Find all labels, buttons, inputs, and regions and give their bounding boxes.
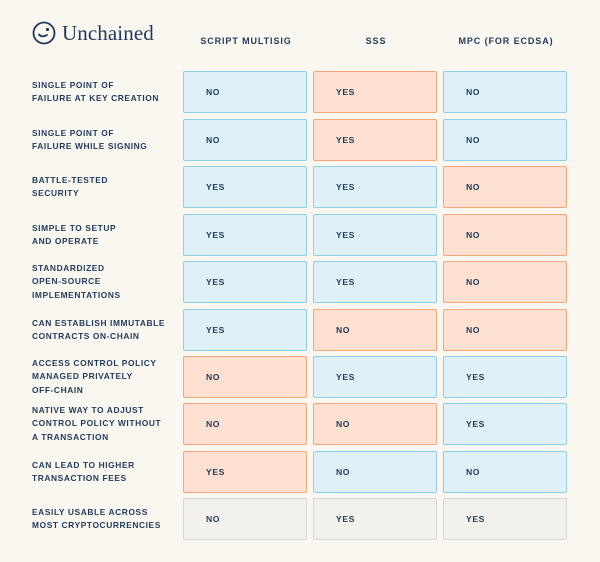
cell-value: NO xyxy=(206,514,221,524)
row-label: BATTLE-TESTED SECURITY xyxy=(32,174,109,199)
comparison-cell: YES xyxy=(313,498,437,540)
comparison-cell: YES xyxy=(183,451,307,493)
cell-value: YES xyxy=(206,467,225,477)
comparison-cell: YES xyxy=(183,309,307,351)
row-label: STANDARDIZED OPEN-SOURCE IMPLEMENTATIONS xyxy=(32,262,121,300)
cell-value: NO xyxy=(336,325,351,335)
comparison-cell: NO xyxy=(443,261,567,303)
comparison-cell: NO xyxy=(183,71,307,113)
row-label: ACCESS CONTROL POLICY MANAGED PRIVATELY … xyxy=(32,357,157,395)
column-header-mpc: MPC (FOR ECDSA) xyxy=(458,36,554,46)
cell-value: YES xyxy=(466,514,485,524)
cell-value: NO xyxy=(466,135,481,145)
cell-value: NO xyxy=(206,135,221,145)
cell-value: YES xyxy=(466,419,485,429)
comparison-cell: NO xyxy=(313,451,437,493)
comparison-cell: YES xyxy=(443,356,567,398)
cell-value: YES xyxy=(206,182,225,192)
cell-value: NO xyxy=(206,419,221,429)
cell-value: NO xyxy=(206,372,221,382)
unchained-logo-icon xyxy=(32,21,56,45)
cell-value: YES xyxy=(336,372,355,382)
comparison-cell: YES xyxy=(313,261,437,303)
unchained-logo: Unchained xyxy=(32,20,154,46)
cell-value: NO xyxy=(466,230,481,240)
column-header-script-multisig: SCRIPT MULTISIG xyxy=(200,36,292,46)
row-label: SINGLE POINT OF FAILURE WHILE SIGNING xyxy=(32,127,148,152)
comparison-cell: NO xyxy=(183,356,307,398)
comparison-cell: YES xyxy=(313,356,437,398)
cell-value: YES xyxy=(206,230,225,240)
comparison-cell: NO xyxy=(443,166,567,208)
row-label: EASILY USABLE ACROSS MOST CRYPTOCURRENCI… xyxy=(32,506,161,531)
cell-value: YES xyxy=(466,372,485,382)
cell-value: YES xyxy=(336,87,355,97)
comparison-cell: NO xyxy=(443,214,567,256)
cell-value: NO xyxy=(336,467,351,477)
comparison-cell: NO xyxy=(183,119,307,161)
column-header-sss: SSS xyxy=(365,36,387,46)
cell-value: YES xyxy=(336,514,355,524)
cell-value: YES xyxy=(336,277,355,287)
cell-value: NO xyxy=(466,467,481,477)
row-label: SIMPLE TO SETUP AND OPERATE xyxy=(32,222,117,247)
comparison-cell: YES xyxy=(313,214,437,256)
row-label: CAN ESTABLISH IMMUTABLE CONTRACTS ON-CHA… xyxy=(32,317,166,342)
comparison-cell: YES xyxy=(313,119,437,161)
cell-value: YES xyxy=(336,230,355,240)
comparison-cell: NO xyxy=(313,309,437,351)
comparison-cell: YES xyxy=(313,71,437,113)
row-label: NATIVE WAY TO ADJUST CONTROL POLICY WITH… xyxy=(32,404,162,442)
comparison-cell: NO xyxy=(443,451,567,493)
comparison-cell: YES xyxy=(183,214,307,256)
cell-value: NO xyxy=(336,419,351,429)
cell-value: NO xyxy=(206,87,221,97)
brand-name: Unchained xyxy=(62,20,154,45)
cell-value: NO xyxy=(466,325,481,335)
comparison-cell: YES xyxy=(443,498,567,540)
cell-value: YES xyxy=(206,325,225,335)
comparison-cell: YES xyxy=(313,166,437,208)
comparison-cell: YES xyxy=(183,166,307,208)
cell-value: YES xyxy=(336,135,355,145)
comparison-cell: YES xyxy=(183,261,307,303)
comparison-cell: YES xyxy=(443,403,567,445)
row-label: CAN LEAD TO HIGHER TRANSACTION FEES xyxy=(32,459,135,484)
comparison-cell: NO xyxy=(443,71,567,113)
comparison-cell: NO xyxy=(443,309,567,351)
comparison-cell: NO xyxy=(183,498,307,540)
row-label: SINGLE POINT OF FAILURE AT KEY CREATION xyxy=(32,79,160,104)
cell-value: NO xyxy=(466,277,481,287)
cell-value: YES xyxy=(206,277,225,287)
cell-value: NO xyxy=(466,182,481,192)
cell-value: YES xyxy=(336,182,355,192)
comparison-cell: NO xyxy=(183,403,307,445)
comparison-cell: NO xyxy=(443,119,567,161)
comparison-cell: NO xyxy=(313,403,437,445)
cell-value: NO xyxy=(466,87,481,97)
